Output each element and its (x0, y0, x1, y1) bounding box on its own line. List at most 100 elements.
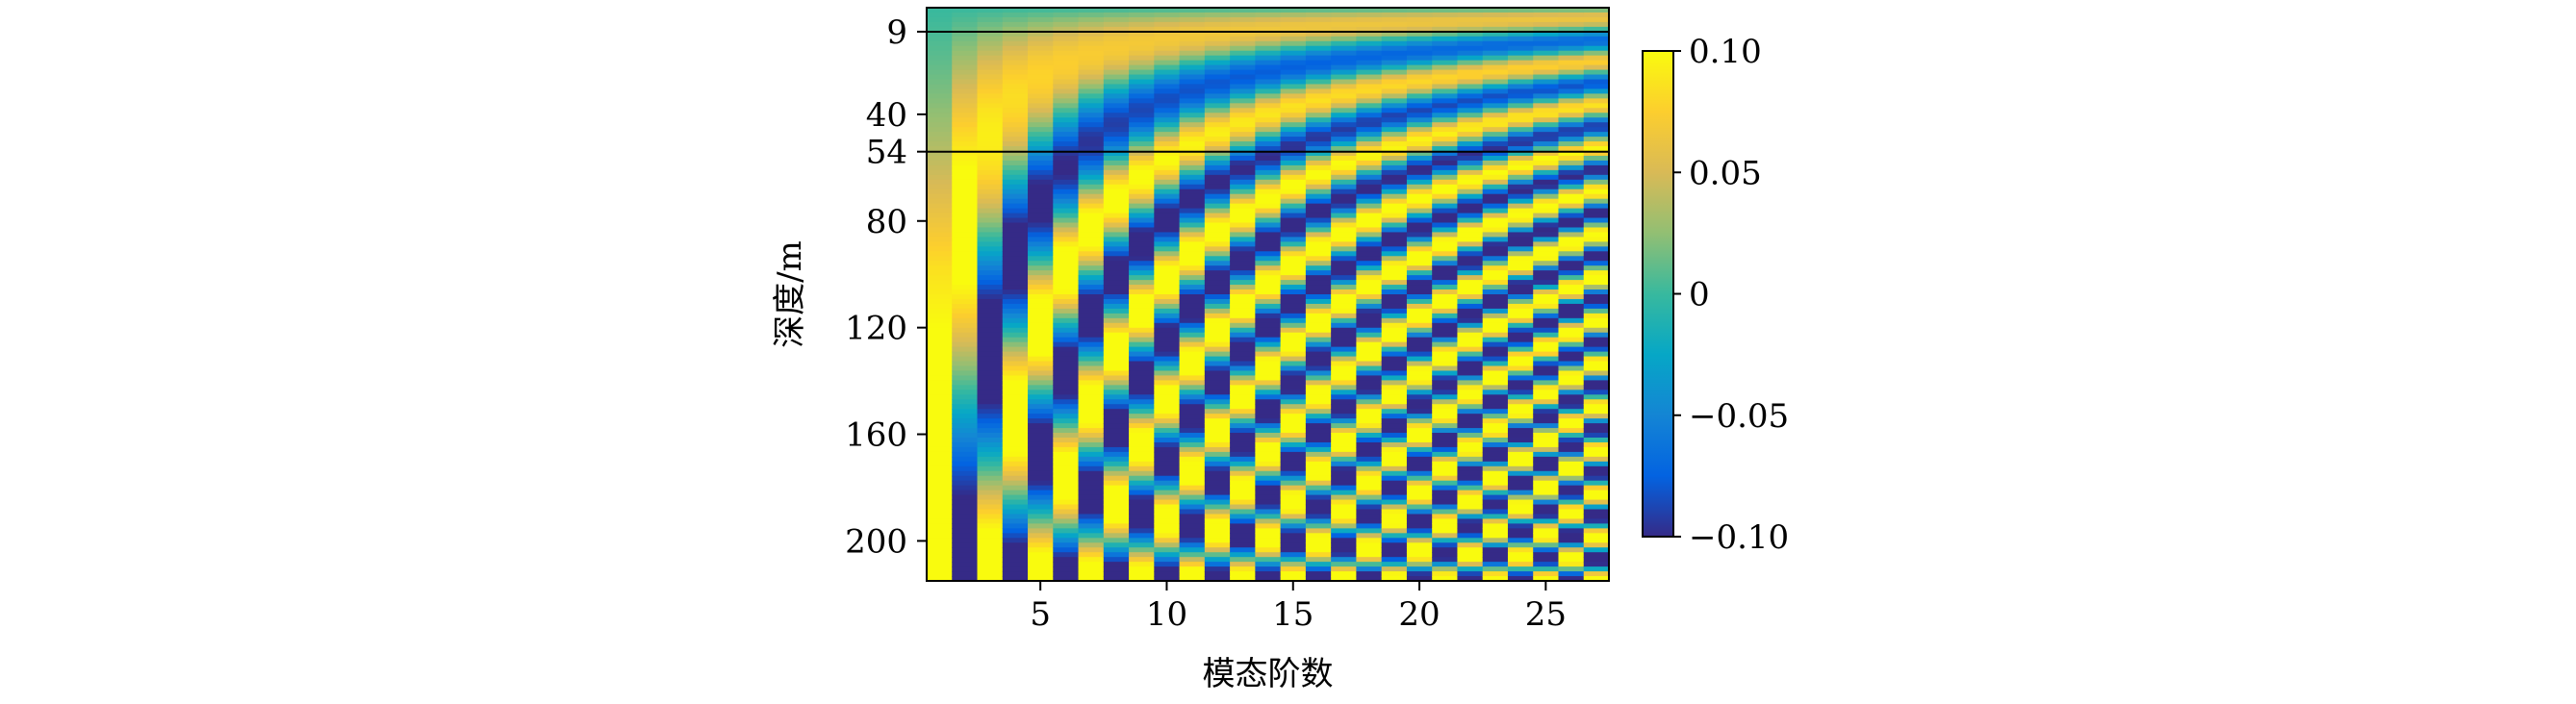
heatmap-cell (1457, 146, 1484, 152)
heatmap-cell (1331, 122, 1358, 128)
heatmap-cell (1331, 571, 1358, 577)
heatmap-cell (1457, 294, 1484, 300)
heatmap-cell (1028, 390, 1054, 395)
heatmap-cell (1280, 137, 1307, 142)
heatmap-cell (1558, 441, 1585, 448)
heatmap-cell (1356, 385, 1383, 390)
heatmap-cell (1154, 93, 1181, 99)
heatmap-cell (1356, 538, 1383, 543)
heatmap-cell (952, 45, 979, 52)
heatmap-cell (1255, 193, 1282, 200)
heatmap-cell (1558, 365, 1585, 372)
heatmap-cell (1305, 289, 1332, 295)
heatmap-cell (977, 64, 1004, 71)
heatmap-cell (1078, 394, 1105, 400)
heatmap-cell (1331, 184, 1358, 190)
heatmap-cell (1154, 494, 1181, 501)
heatmap-cell (1482, 164, 1509, 171)
heatmap-cell (1204, 390, 1231, 395)
heatmap-cell (927, 21, 953, 28)
heatmap-cell (1305, 132, 1332, 138)
heatmap-cell (952, 88, 979, 94)
heatmap-cell (927, 518, 953, 524)
heatmap-cell (1179, 31, 1206, 38)
heatmap-cell (1154, 356, 1181, 363)
heatmap-cell (977, 155, 1004, 162)
heatmap-cell (1078, 21, 1105, 28)
heatmap-cell (1406, 88, 1433, 94)
heatmap-cell (1053, 552, 1080, 558)
heatmap-cell (1583, 164, 1610, 171)
heatmap-cell (1356, 480, 1383, 487)
heatmap-cell (1507, 446, 1534, 453)
heatmap-cell (977, 169, 1004, 176)
heatmap-cell (1482, 542, 1509, 548)
heatmap-cell (1103, 45, 1130, 52)
heatmap-cell (1028, 490, 1054, 496)
heatmap-cell (1280, 518, 1307, 524)
heatmap-cell (1053, 146, 1080, 152)
heatmap-cell (1028, 64, 1054, 71)
heatmap-cell (952, 361, 979, 367)
heatmap-cell (1457, 237, 1484, 242)
heatmap-cell (1331, 179, 1358, 186)
heatmap-cell (1432, 341, 1459, 348)
heatmap-cell (1230, 566, 1256, 572)
heatmap-cell (1381, 151, 1408, 157)
heatmap-cell (1331, 475, 1358, 482)
heatmap-cell (1280, 470, 1307, 477)
heatmap-cell (1179, 533, 1206, 539)
heatmap-cell (1381, 465, 1408, 472)
heatmap-cell (1280, 237, 1307, 242)
heatmap-cell (1507, 499, 1534, 506)
heatmap-cell (1558, 438, 1585, 443)
heatmap-cell (1002, 456, 1029, 463)
heatmap-cell (977, 88, 1004, 94)
heatmap-cell (1230, 337, 1256, 343)
heatmap-cell (1103, 390, 1130, 395)
heatmap-cell (1533, 285, 1560, 290)
heatmap-cell (1230, 213, 1256, 219)
heatmap-cell (1129, 485, 1155, 491)
heatmap-cell (1028, 571, 1054, 577)
heatmap-cell (1558, 356, 1585, 363)
heatmap-cell (1002, 346, 1029, 353)
heatmap-cell (1028, 303, 1054, 310)
heatmap-cell (1204, 289, 1231, 295)
heatmap-cell (1406, 490, 1433, 496)
heatmap-cell (1154, 475, 1181, 482)
heatmap-cell (1482, 213, 1509, 219)
heatmap-cell (1028, 341, 1054, 348)
heatmap-cell (1507, 380, 1534, 386)
heatmap-cell (1179, 375, 1206, 381)
heatmap-cell (1053, 208, 1080, 214)
heatmap-cell (1078, 308, 1105, 314)
heatmap-cell (1129, 504, 1155, 511)
heatmap-cell (1078, 179, 1105, 186)
heatmap-cell (1457, 566, 1484, 572)
heatmap-cell (1432, 108, 1459, 113)
heatmap-cell (1154, 538, 1181, 543)
heatmap-cell (1280, 164, 1307, 171)
heatmap-cell (1533, 446, 1560, 453)
heatmap-cell (1028, 60, 1054, 66)
heatmap-cell (1558, 433, 1585, 439)
heatmap-cell (1129, 337, 1155, 343)
heatmap-cell (1381, 375, 1408, 381)
heatmap-cell (1179, 74, 1206, 81)
heatmap-cell (1129, 308, 1155, 314)
heatmap-cell (1179, 399, 1206, 405)
heatmap-cell (1305, 169, 1332, 176)
heatmap-cell (1558, 179, 1585, 186)
heatmap-cell (1558, 251, 1585, 257)
heatmap-cell (1179, 50, 1206, 57)
heatmap-cell (1507, 385, 1534, 390)
heatmap-cell (1583, 36, 1610, 42)
heatmap-cell (977, 270, 1004, 276)
heatmap-cell (927, 98, 953, 104)
heatmap-cell (1533, 117, 1560, 123)
heatmap-cell (1154, 317, 1181, 324)
heatmap-cell (1280, 160, 1307, 166)
heatmap-cell (1179, 356, 1206, 363)
heatmap-cell (1103, 137, 1130, 142)
